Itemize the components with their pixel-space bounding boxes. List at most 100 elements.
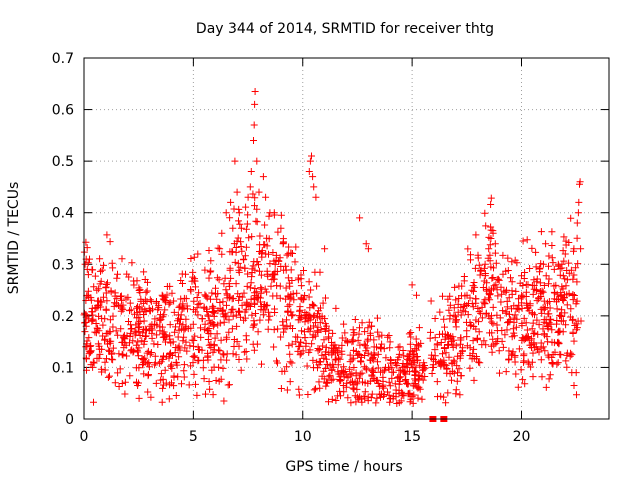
data-point xyxy=(102,289,110,297)
data-point xyxy=(392,389,400,397)
data-point xyxy=(310,183,318,191)
data-point xyxy=(186,342,194,350)
data-point xyxy=(379,373,387,381)
data-point xyxy=(251,320,258,328)
data-point xyxy=(570,337,578,345)
data-point xyxy=(101,358,109,366)
data-point xyxy=(421,362,428,369)
data-point xyxy=(523,236,531,244)
data-point xyxy=(474,305,482,312)
data-point xyxy=(211,334,219,342)
data-point xyxy=(243,282,251,290)
data-point xyxy=(329,375,337,383)
data-point xyxy=(218,250,226,258)
data-point xyxy=(271,305,278,313)
data-point xyxy=(86,255,93,263)
data-point xyxy=(530,276,538,284)
data-point xyxy=(249,340,257,348)
data-point xyxy=(255,261,262,269)
data-point xyxy=(84,291,92,299)
data-point xyxy=(362,364,370,372)
data-point xyxy=(161,306,169,314)
data-point xyxy=(505,356,513,364)
data-point xyxy=(265,212,273,220)
data-point xyxy=(193,294,201,301)
data-point xyxy=(261,221,269,229)
data-point xyxy=(452,296,460,304)
data-point xyxy=(561,250,569,258)
data-point xyxy=(180,294,188,302)
data-point xyxy=(251,294,259,302)
data-point xyxy=(175,315,183,323)
data-point xyxy=(222,335,230,343)
data-point xyxy=(284,308,292,316)
data-point xyxy=(285,279,293,287)
data-point xyxy=(485,312,493,320)
data-point xyxy=(475,308,483,316)
data-point xyxy=(213,295,221,303)
data-point xyxy=(354,336,362,344)
data-point xyxy=(236,263,244,271)
data-point xyxy=(140,358,148,366)
data-point xyxy=(503,326,511,334)
data-point xyxy=(183,302,191,310)
data-point xyxy=(395,374,403,382)
data-point xyxy=(246,284,254,292)
data-point xyxy=(256,232,264,240)
data-point xyxy=(530,330,538,338)
data-point xyxy=(241,252,249,260)
data-point xyxy=(279,321,287,329)
data-point xyxy=(114,270,121,278)
data-points xyxy=(80,88,585,422)
data-point xyxy=(83,244,91,252)
data-point xyxy=(569,291,577,298)
data-point xyxy=(126,307,133,315)
data-point xyxy=(382,363,389,371)
data-point xyxy=(514,383,522,391)
data-point xyxy=(452,342,460,350)
data-point xyxy=(189,268,197,276)
data-point xyxy=(524,304,531,312)
data-point xyxy=(328,349,336,357)
data-point xyxy=(360,363,368,371)
data-point xyxy=(276,282,284,290)
data-point xyxy=(335,344,343,352)
data-point xyxy=(193,304,201,312)
data-point xyxy=(507,274,514,282)
data-point xyxy=(179,280,186,287)
data-point xyxy=(362,240,370,248)
data-point xyxy=(418,395,426,403)
data-point xyxy=(337,377,345,384)
data-point xyxy=(436,360,444,368)
data-point xyxy=(240,289,248,297)
data-point xyxy=(493,286,501,294)
data-point xyxy=(519,376,527,384)
data-point xyxy=(545,252,553,260)
data-point xyxy=(135,319,142,327)
data-point xyxy=(308,300,316,308)
data-point xyxy=(112,300,120,308)
data-point xyxy=(405,353,413,361)
data-point xyxy=(517,366,525,374)
data-point xyxy=(529,319,537,327)
data-point xyxy=(386,344,394,352)
data-point xyxy=(181,344,189,352)
data-point xyxy=(106,238,114,246)
data-point xyxy=(466,364,474,372)
data-point xyxy=(152,299,160,307)
chart-title: Day 344 of 2014, SRMTID for receiver tht… xyxy=(196,21,494,37)
data-point xyxy=(546,371,554,379)
data-point xyxy=(548,242,556,249)
data-point xyxy=(385,378,393,386)
data-point xyxy=(204,311,212,319)
data-point xyxy=(384,388,391,396)
data-point xyxy=(360,340,368,348)
data-point xyxy=(270,209,278,217)
data-point xyxy=(305,348,313,356)
data-point xyxy=(406,368,414,376)
data-point xyxy=(238,301,246,309)
data-point xyxy=(368,322,376,330)
data-point xyxy=(276,254,284,262)
data-point xyxy=(195,346,202,353)
data-point xyxy=(321,245,329,253)
